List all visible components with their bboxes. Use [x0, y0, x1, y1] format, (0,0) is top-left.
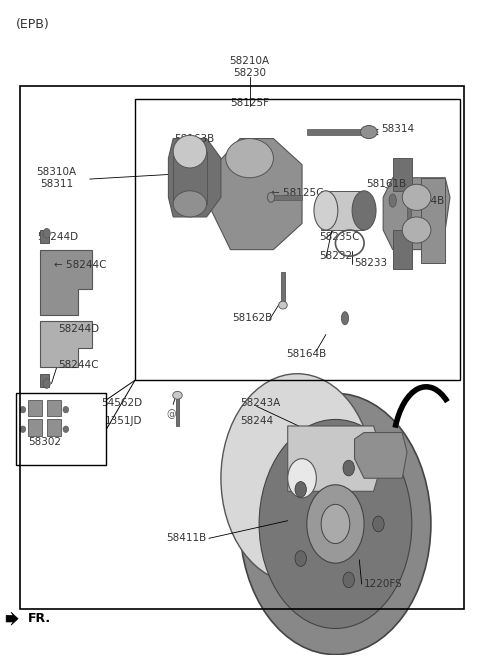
Ellipse shape [314, 191, 338, 230]
Bar [16, 394, 107, 465]
Bar [321, 191, 364, 230]
Text: 58244D: 58244D [37, 232, 78, 241]
Polygon shape [39, 250, 92, 315]
Bar [47, 419, 61, 436]
Polygon shape [211, 138, 302, 250]
Bar [135, 99, 459, 380]
Ellipse shape [360, 125, 377, 138]
Text: 58161B: 58161B [366, 179, 407, 190]
Ellipse shape [173, 191, 206, 217]
Text: 1220FS: 1220FS [364, 579, 403, 589]
Ellipse shape [402, 184, 431, 211]
Text: 54562D: 54562D [101, 398, 142, 408]
Ellipse shape [279, 301, 287, 309]
Text: 58244C: 58244C [59, 360, 99, 370]
Circle shape [295, 550, 306, 566]
Text: FR.: FR. [28, 612, 51, 625]
Bar [21, 87, 464, 609]
Text: 58125F: 58125F [230, 98, 269, 108]
Polygon shape [39, 374, 49, 387]
Ellipse shape [20, 406, 26, 413]
Ellipse shape [63, 426, 69, 432]
Bar [47, 400, 61, 416]
Ellipse shape [352, 191, 376, 230]
Text: 58411B: 58411B [167, 533, 206, 543]
Ellipse shape [173, 135, 206, 168]
Polygon shape [6, 612, 18, 625]
Text: 58244: 58244 [240, 416, 273, 426]
Polygon shape [39, 321, 92, 367]
Text: 1351JD: 1351JD [105, 416, 142, 426]
Circle shape [295, 482, 306, 497]
Text: 58232: 58232 [319, 251, 352, 261]
Text: 58243A: 58243A [240, 398, 280, 408]
Circle shape [240, 394, 431, 655]
Bar [176, 397, 180, 426]
Bar [407, 201, 411, 227]
Text: 58302: 58302 [28, 438, 61, 447]
Ellipse shape [20, 426, 26, 432]
Bar [269, 195, 302, 200]
Circle shape [343, 461, 354, 476]
Text: 58233: 58233 [355, 258, 388, 268]
Ellipse shape [43, 228, 50, 238]
Polygon shape [355, 432, 407, 478]
Text: @: @ [166, 409, 176, 419]
Polygon shape [39, 230, 49, 243]
Text: ← 58244C: ← 58244C [54, 260, 107, 270]
Circle shape [372, 516, 384, 532]
Circle shape [321, 504, 350, 544]
Circle shape [343, 572, 354, 588]
Bar [393, 230, 412, 269]
Text: (EPB): (EPB) [16, 18, 49, 31]
Polygon shape [383, 178, 450, 250]
Circle shape [307, 485, 364, 563]
Bar [421, 178, 445, 262]
Bar [281, 272, 285, 305]
Text: 58310A
58311: 58310A 58311 [36, 167, 76, 188]
Text: 58162B: 58162B [232, 313, 272, 323]
Circle shape [259, 419, 412, 628]
Text: 58244D: 58244D [59, 324, 100, 335]
Text: 58163B: 58163B [175, 134, 215, 144]
Ellipse shape [43, 379, 50, 388]
Ellipse shape [341, 312, 348, 325]
Bar [393, 158, 412, 191]
Text: 58210A
58230: 58210A 58230 [229, 56, 270, 77]
Ellipse shape [402, 217, 431, 243]
Ellipse shape [389, 194, 396, 207]
Ellipse shape [63, 406, 69, 413]
Text: 58314: 58314 [381, 124, 414, 134]
Bar [307, 129, 369, 135]
Ellipse shape [173, 392, 182, 400]
Polygon shape [288, 426, 383, 491]
Text: ← 58125C: ← 58125C [271, 188, 324, 198]
Bar [173, 152, 206, 204]
Bar [28, 400, 42, 416]
Ellipse shape [267, 192, 275, 202]
Bar [28, 419, 42, 436]
Text: 58235C: 58235C [319, 232, 359, 241]
Text: 58164B: 58164B [405, 195, 445, 205]
Circle shape [221, 374, 373, 583]
Polygon shape [168, 138, 221, 217]
Ellipse shape [226, 138, 274, 178]
Text: 58164B: 58164B [287, 349, 327, 359]
Circle shape [288, 459, 316, 498]
